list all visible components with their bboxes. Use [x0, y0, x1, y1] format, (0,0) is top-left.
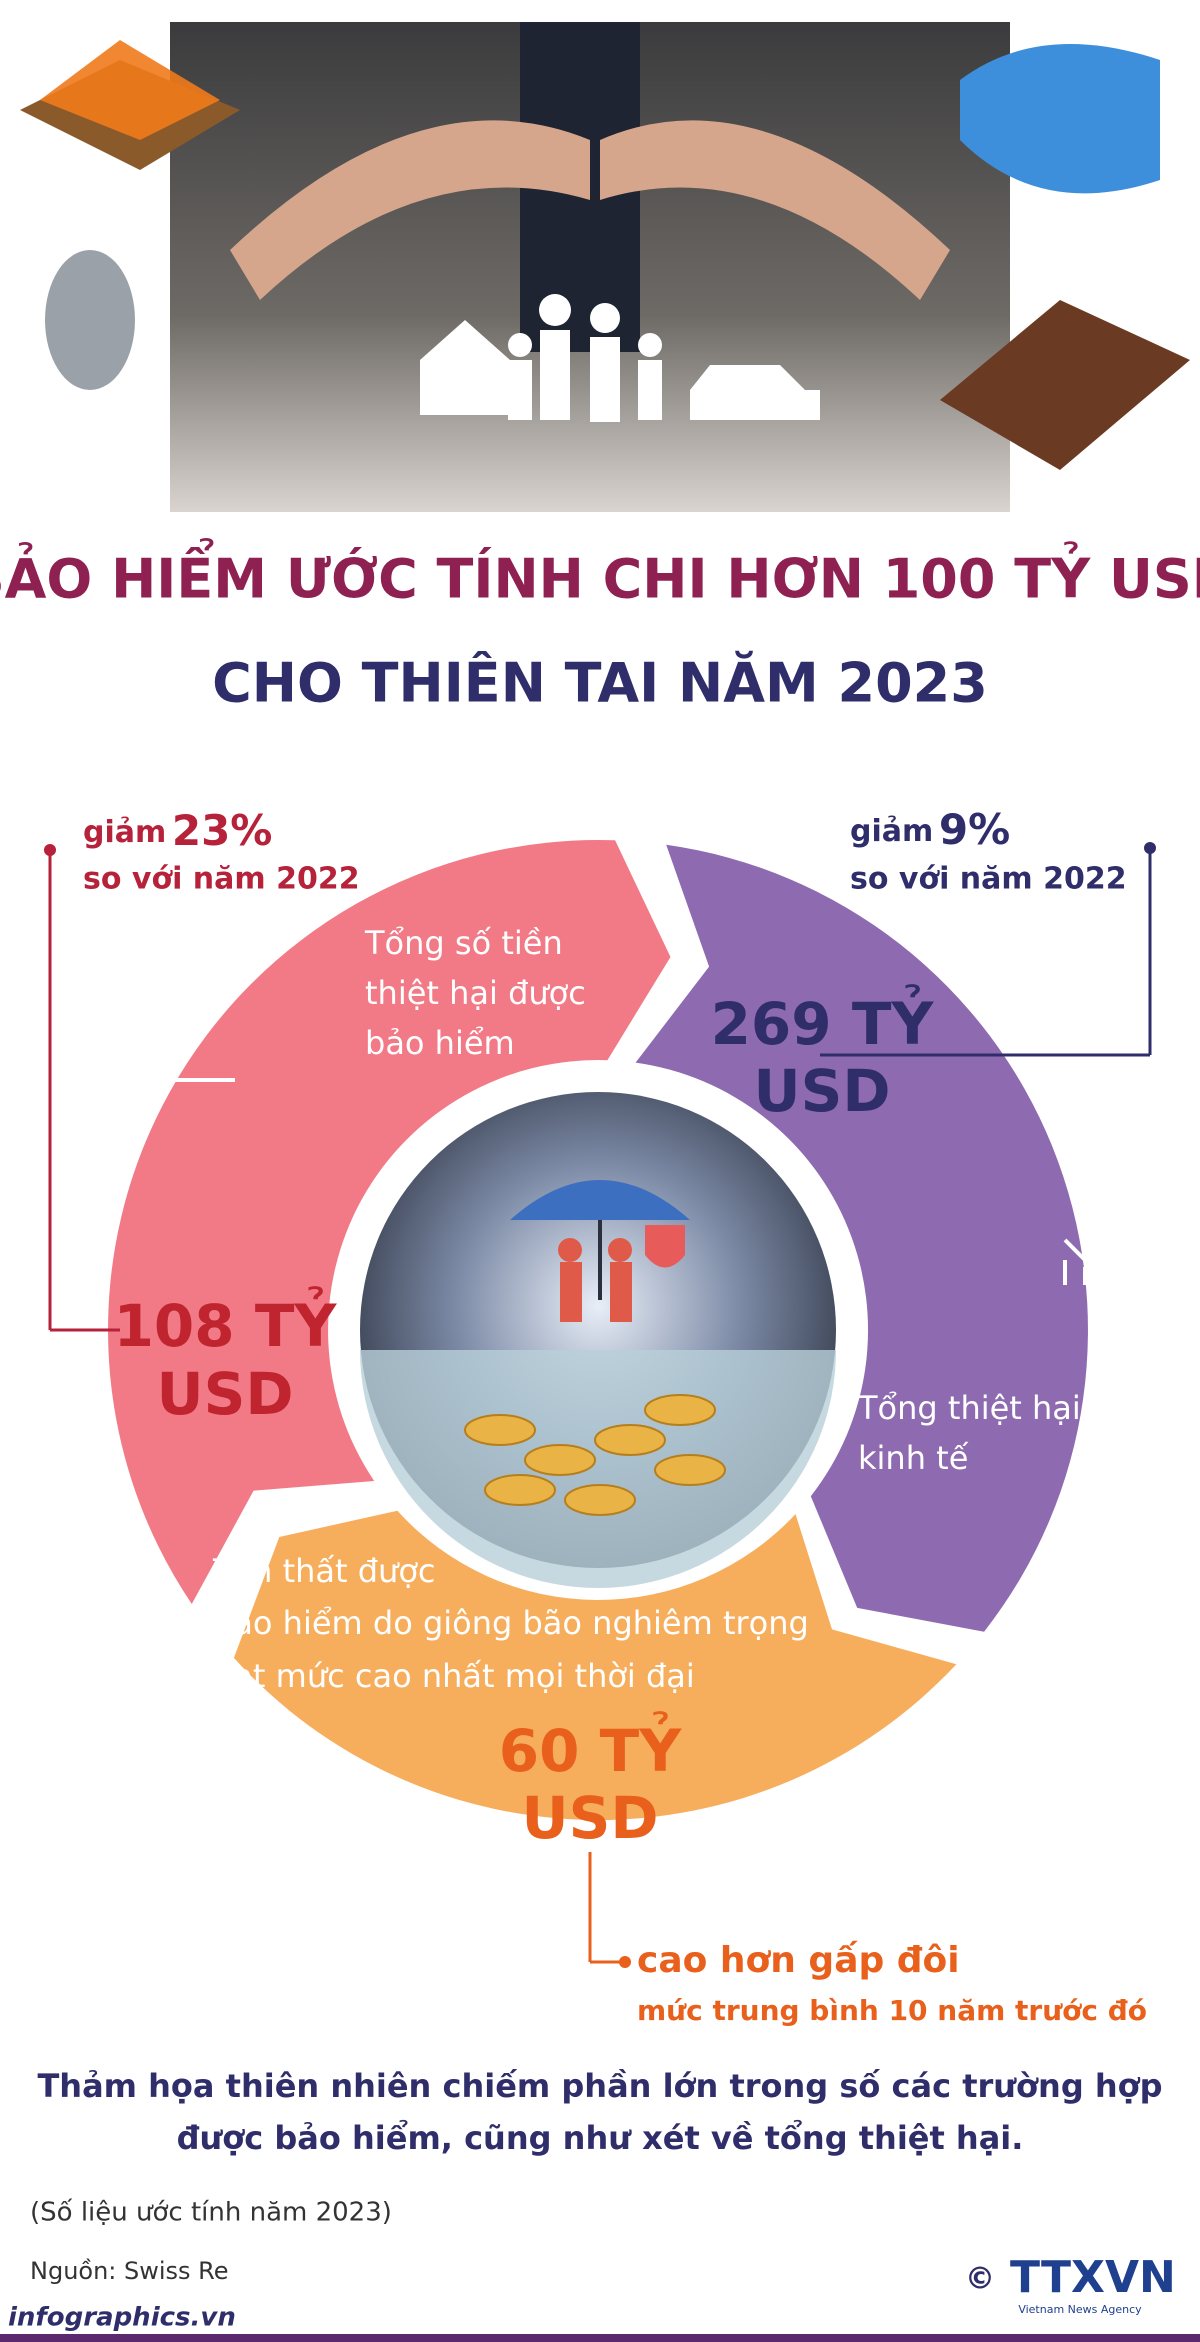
change-value: 23%	[172, 806, 273, 855]
ring-segment	[108, 840, 671, 1604]
title-line: CHO THIÊN TAI NĂM 2023	[212, 652, 988, 715]
agency-sub: Vietnam News Agency	[1018, 2303, 1142, 2316]
amount: USD	[521, 1784, 658, 1852]
summary: được bảo hiểm, cũng như xét về tổng thiệ…	[177, 2119, 1024, 2157]
summary: Thảm họa thiên nhiên chiếm phần lớn tron…	[37, 2067, 1162, 2105]
title-line: BẢO HIỂM ƯỚC TÍNH CHI HƠN 100 TỶ USD	[0, 539, 1200, 611]
change: giảm 23%	[83, 806, 272, 855]
dot	[44, 844, 56, 856]
change-note: so với năm 2022	[850, 862, 1127, 897]
change-word: giảm	[83, 815, 166, 850]
label: bảo hiểm do giông bão nghiêm trọng	[213, 1604, 809, 1642]
shield-icon	[123, 990, 235, 1082]
ring-segment	[233, 1510, 957, 1821]
note: cao hơn gấp đôi	[637, 1940, 960, 1981]
change: giảm 9%	[850, 805, 1010, 854]
change-value: 9%	[939, 805, 1010, 854]
source: Nguồn: Swiss Re	[30, 2257, 229, 2285]
change-note: so với năm 2022	[83, 862, 360, 897]
label: kinh tế	[858, 1439, 969, 1477]
amount: 269 TỶ	[711, 983, 935, 1058]
site: infographics.vn	[8, 2303, 236, 2333]
amount: USD	[753, 1057, 890, 1125]
label: Tổng thiệt hại	[857, 1389, 1081, 1427]
amount: USD	[156, 1360, 293, 1428]
dot	[619, 1956, 631, 1968]
estimate-note: (Số liệu ước tính năm 2023)	[30, 2198, 392, 2228]
label: Tổn thất được	[212, 1552, 436, 1590]
header-image	[20, 22, 1190, 512]
label: thiệt hại được	[365, 974, 586, 1012]
ring-segment	[635, 844, 1088, 1632]
label: Tổng số tiền	[364, 924, 563, 962]
cloud-icon	[838, 1737, 935, 1838]
copyright: ©	[965, 2262, 995, 2297]
label: đạt mức cao nhất mọi thời đại	[213, 1657, 695, 1695]
change-word: giảm	[850, 814, 933, 849]
bottom-bar	[0, 2334, 1200, 2342]
ring	[108, 840, 1088, 1821]
amount: 60 TỶ	[499, 1710, 682, 1785]
center-image	[348, 1080, 848, 1588]
note-detail: mức trung bình 10 năm trước đó	[637, 1994, 1147, 2027]
label: bảo hiểm	[365, 1024, 515, 1062]
agency-logo: TTXVN	[1010, 2252, 1176, 2303]
dot	[1144, 842, 1156, 854]
chart-icon	[1063, 1207, 1137, 1285]
amount: 108 TỶ	[114, 1285, 338, 1360]
